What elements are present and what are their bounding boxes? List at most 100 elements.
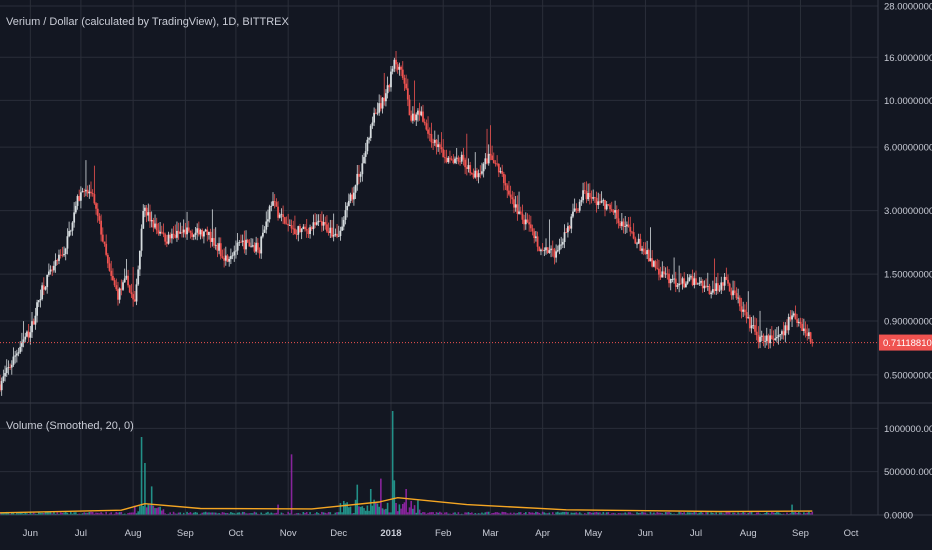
candle-body: [69, 230, 72, 232]
candle-body: [452, 160, 455, 163]
volume-bar: [725, 512, 728, 515]
volume-bar: [76, 513, 79, 515]
candle-body: [508, 190, 510, 195]
candle-body: [417, 110, 419, 115]
candle-body: [460, 154, 463, 162]
candle-body: [533, 231, 536, 239]
candle-body: [98, 216, 101, 221]
volume-bar: [536, 512, 539, 515]
candle-body: [334, 233, 337, 236]
candle-body: [449, 157, 451, 159]
volume-bar: [115, 511, 118, 515]
candle-body: [12, 356, 15, 365]
candle-body: [149, 212, 151, 222]
volume-bar: [46, 511, 48, 515]
candle-body: [738, 297, 741, 307]
volume-bar: [519, 512, 522, 515]
candle-body: [356, 173, 359, 186]
volume-bar: [513, 512, 515, 515]
candle-body: [582, 190, 584, 201]
candle-body: [775, 337, 778, 339]
volume-bar: [75, 512, 77, 515]
volume-bar: [228, 513, 230, 515]
candle-body: [369, 125, 372, 139]
volume-bar: [509, 512, 512, 515]
candle-body: [710, 292, 713, 295]
volume-bar: [499, 513, 502, 515]
candle-body: [511, 197, 514, 200]
candle-body: [250, 246, 252, 248]
candle-body: [78, 196, 81, 201]
candle-body: [708, 286, 711, 295]
candle-body: [123, 278, 126, 283]
volume-bar: [238, 512, 241, 515]
volume-bar: [32, 512, 35, 515]
volume-bar: [771, 511, 773, 515]
volume-bar: [36, 513, 38, 515]
volume-bar: [327, 512, 330, 515]
volume-bar: [41, 512, 43, 515]
candle-body: [197, 228, 200, 235]
candle-body: [442, 149, 445, 158]
candle-body: [208, 231, 210, 235]
volume-bar: [739, 513, 741, 515]
candle-body: [0, 381, 3, 391]
volume-bar: [786, 512, 788, 515]
candle-body: [224, 255, 227, 261]
candle-body: [314, 222, 317, 225]
volume-bar: [342, 500, 345, 515]
candle-body: [787, 316, 790, 331]
candle-body: [133, 299, 136, 302]
candle-body: [639, 238, 642, 251]
candle-body: [673, 278, 675, 280]
candle-body: [427, 129, 429, 134]
candle-body: [659, 274, 662, 278]
candle-body: [179, 232, 182, 234]
volume-bar: [64, 511, 67, 515]
volume-bar: [563, 511, 566, 515]
volume-bar: [58, 513, 60, 515]
volume-bar: [101, 513, 104, 515]
candle-body: [34, 315, 37, 325]
volume-bar: [132, 512, 134, 515]
volume-bar: [230, 512, 232, 515]
candle-body: [491, 155, 493, 161]
volume-bar: [706, 512, 709, 515]
candle-body: [499, 171, 502, 173]
candle-body: [561, 242, 564, 245]
candle-body: [59, 254, 62, 256]
candle-body: [388, 85, 391, 88]
volume-bar: [669, 512, 672, 515]
volume-tick-label: 500000.0000: [884, 467, 932, 478]
volume-bar: [508, 513, 510, 515]
candle-body: [572, 211, 574, 217]
volume-bar: [314, 513, 316, 515]
volume-bar: [123, 513, 126, 515]
volume-bar: [587, 512, 589, 515]
volume-bar: [225, 513, 227, 515]
volume-bar: [439, 511, 441, 515]
volume-bar: [710, 512, 712, 515]
volume-bar: [742, 511, 744, 515]
volume-bar: [294, 513, 296, 515]
candle-body: [115, 285, 118, 290]
candle-body: [518, 211, 520, 214]
candle-body: [322, 222, 325, 226]
volume-bar: [396, 511, 399, 515]
candle-body: [5, 367, 8, 374]
candle-body: [406, 88, 409, 100]
volume-bar: [607, 512, 610, 515]
candle-body: [128, 285, 131, 293]
volume-bar: [363, 508, 365, 515]
candle-body: [604, 200, 606, 210]
volume-bar: [391, 411, 394, 515]
volume-bar: [609, 513, 611, 515]
candle-body: [342, 219, 345, 227]
volume-bar: [435, 512, 438, 515]
candle-body: [501, 171, 504, 174]
candle-body: [745, 312, 748, 319]
volume-bar: [250, 513, 252, 515]
candle-body: [516, 204, 519, 214]
candle-body: [695, 278, 697, 285]
